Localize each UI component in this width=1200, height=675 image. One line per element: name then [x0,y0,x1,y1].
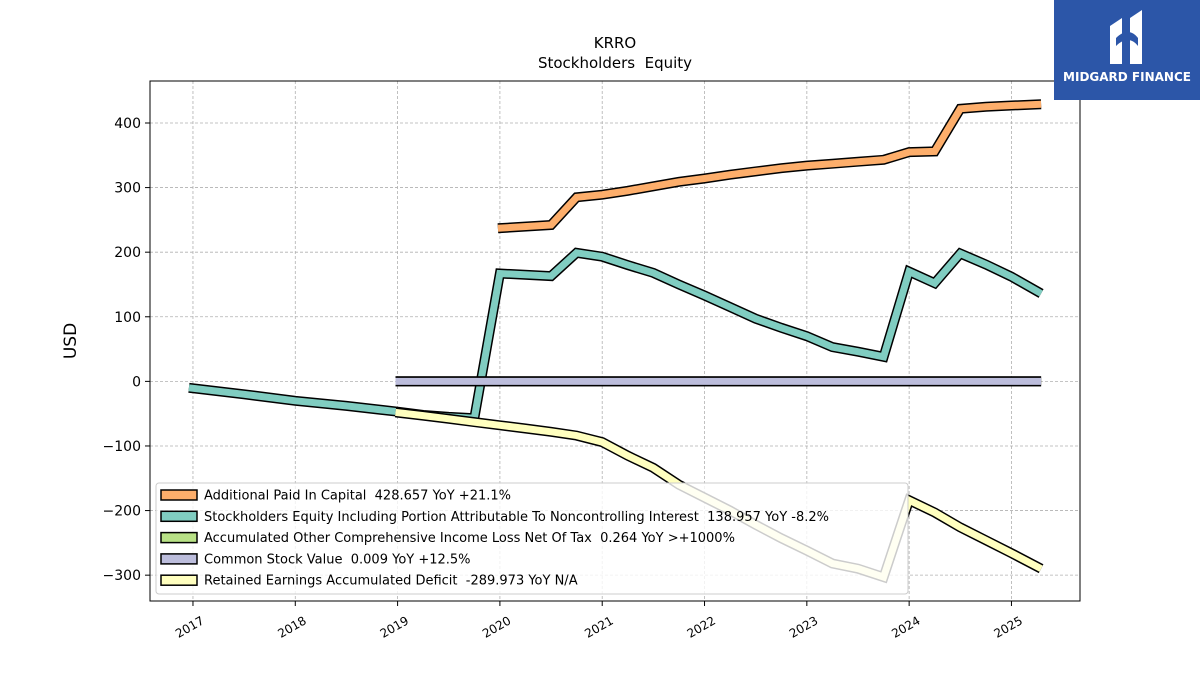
legend-entry: Stockholders Equity Including Portion At… [204,510,829,525]
x-axis: 2017 2018 2019 2020 2021 2022 2023 2024 2025 [173,601,1025,641]
x-tick-label: 2021 [582,613,615,640]
series-outline-1 [188,247,1044,424]
x-tick-label: 2025 [991,613,1024,640]
legend-swatch [160,574,198,586]
legend-entry: Retained Earnings Accumulated Deficit -2… [204,574,578,589]
brand-logo: MIDGARD FINANCE [1054,0,1200,100]
legend-entry: Common Stock Value 0.009 YoY +12.5% [204,552,471,567]
y-tick-label: 200 [114,245,141,261]
legend-entry: Accumulated Other Comprehensive Income L… [204,531,735,546]
x-tick-label: 2022 [685,613,718,640]
legend-entry: Additional Paid In Capital 428.657 YoY +… [204,489,511,504]
y-tick-label: 300 [114,181,141,197]
midgard-logo-icon [1110,10,1142,64]
y-axis: −300 −200 −100 0 100 200 300 400 [103,116,150,584]
legend-swatch [160,531,198,544]
y-tick-label: −300 [103,568,141,584]
y-tick-label: 400 [114,116,141,132]
legend-swatch [160,489,198,501]
y-tick-label: −200 [103,504,141,520]
x-tick-label: 2017 [173,613,206,640]
brand-name: MIDGARD FINANCE [1063,70,1191,84]
x-tick-label: 2024 [889,613,922,640]
x-tick-label: 2018 [275,613,308,640]
y-axis-label: USD [61,323,81,359]
legend-swatch [160,553,198,565]
y-tick-label: 100 [114,310,141,326]
legend-box [155,482,909,595]
chart-subtitle: Stockholders Equity [538,54,692,72]
x-tick-label: 2020 [480,613,513,640]
chart-title: KRRO [594,34,637,52]
series-line-0 [497,100,1042,232]
y-tick-label: 0 [132,374,141,390]
plot-lines [188,99,1044,584]
legend-swatch [160,510,198,523]
y-tick-label: −100 [103,439,141,455]
x-tick-label: 2019 [378,613,411,640]
legend: Additional Paid In Capital 428.657 YoY +… [155,482,909,595]
plot-frame [149,80,1081,602]
x-tick-label: 2023 [787,613,820,640]
